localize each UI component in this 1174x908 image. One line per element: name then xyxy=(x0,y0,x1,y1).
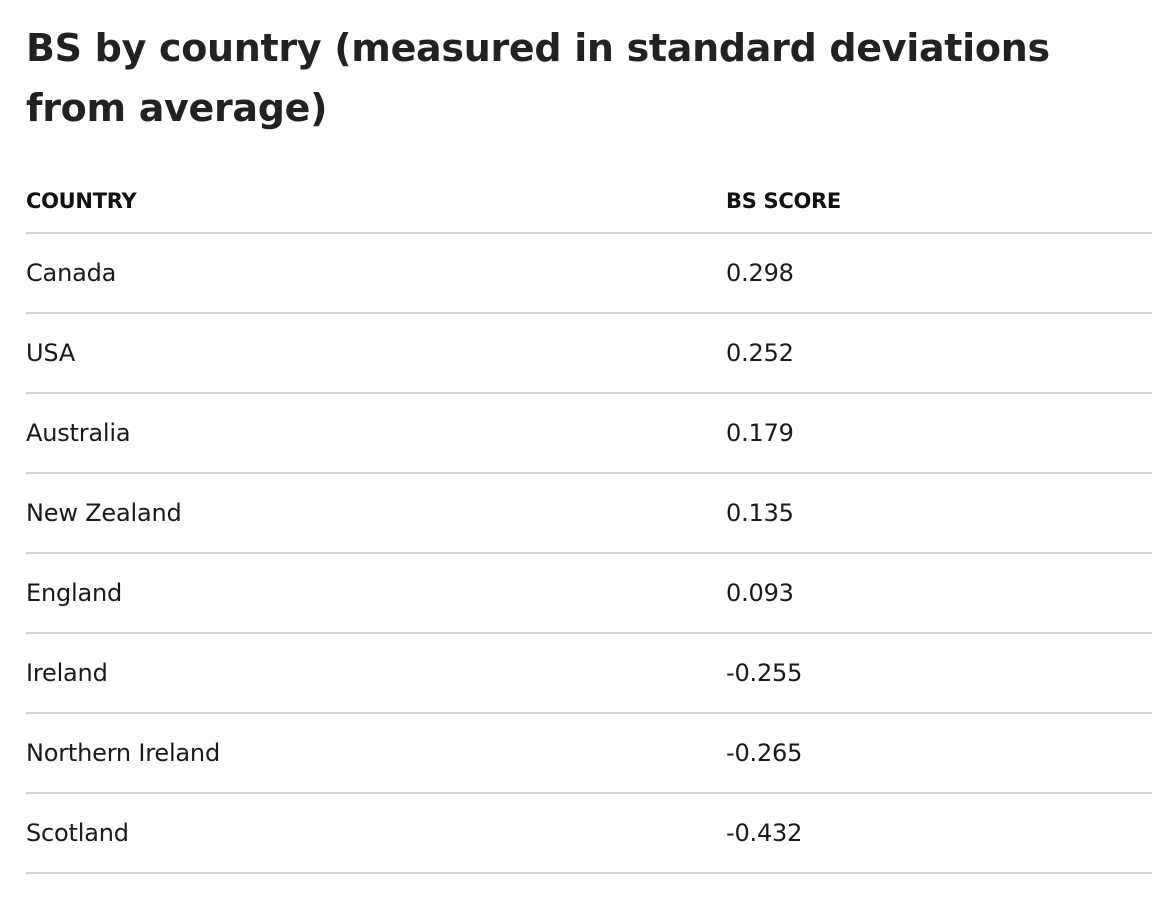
column-header-country: COUNTRY xyxy=(26,170,726,234)
table-row: USA 0.252 xyxy=(26,313,1152,394)
table-body: Canada 0.298 USA 0.252 Australia 0.179 N… xyxy=(26,233,1152,874)
score-cell: -0.432 xyxy=(726,793,1152,874)
country-cell: Scotland xyxy=(26,793,726,874)
score-cell: 0.179 xyxy=(726,393,1152,474)
country-cell: USA xyxy=(26,313,726,394)
score-cell: 0.135 xyxy=(726,473,1152,554)
score-cell: -0.265 xyxy=(726,713,1152,794)
score-cell: 0.252 xyxy=(726,313,1152,394)
country-cell: New Zealand xyxy=(26,473,726,554)
country-cell: England xyxy=(26,553,726,634)
score-cell: 0.093 xyxy=(726,553,1152,634)
table-row: New Zealand 0.135 xyxy=(26,473,1152,554)
data-table: COUNTRY BS SCORE Canada 0.298 USA 0.252 … xyxy=(26,170,1152,874)
header-row: COUNTRY BS SCORE xyxy=(26,170,1152,234)
table-row: Australia 0.179 xyxy=(26,393,1152,474)
table-header: COUNTRY BS SCORE xyxy=(26,170,1152,234)
table-row: Canada 0.298 xyxy=(26,233,1152,314)
country-cell: Ireland xyxy=(26,633,726,714)
table-row: Northern Ireland -0.265 xyxy=(26,713,1152,794)
chart-title: BS by country (measured in standard devi… xyxy=(26,26,1050,130)
table-row: Scotland -0.432 xyxy=(26,793,1152,874)
country-cell: Australia xyxy=(26,393,726,474)
column-header-bs-score: BS SCORE xyxy=(726,170,1152,234)
table-row: Ireland -0.255 xyxy=(26,633,1152,714)
score-cell: 0.298 xyxy=(726,233,1152,314)
score-cell: -0.255 xyxy=(726,633,1152,714)
country-cell: Canada xyxy=(26,233,726,314)
country-cell: Northern Ireland xyxy=(26,713,726,794)
table-row: England 0.093 xyxy=(26,553,1152,634)
